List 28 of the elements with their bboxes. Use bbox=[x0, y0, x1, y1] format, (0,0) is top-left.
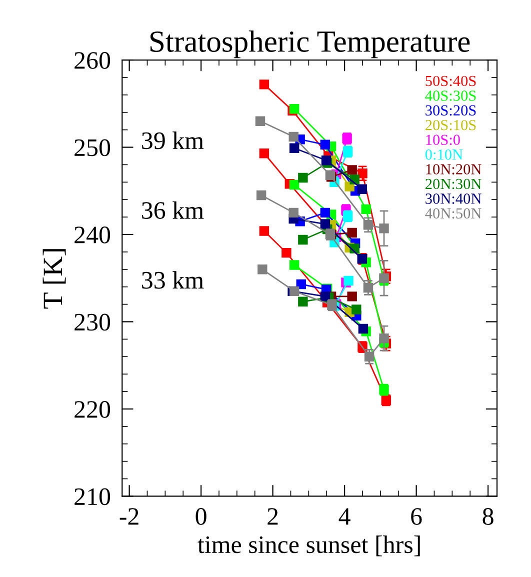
x-tick-label: 2 bbox=[268, 508, 278, 525]
y-tick-label: 230 bbox=[74, 314, 110, 331]
x-axis-title: time since sunset [hrs] bbox=[198, 536, 420, 556]
text: 20S:10S bbox=[426, 120, 476, 130]
text: 30S:20S bbox=[426, 105, 476, 116]
text: 30N:40N bbox=[426, 194, 482, 204]
annotation: 33 km bbox=[142, 271, 204, 289]
text: 10S:0 bbox=[426, 134, 460, 146]
annotation: 36 km bbox=[142, 201, 204, 219]
y-tick-label: 250 bbox=[74, 139, 110, 156]
text: 40N:50N bbox=[425, 208, 482, 219]
chart-title: Stratospheric Temperature bbox=[150, 30, 470, 58]
y-tick-label: 240 bbox=[74, 226, 110, 244]
x-tick-label: 8 bbox=[482, 508, 494, 525]
x-tick-label: -2 bbox=[120, 508, 138, 525]
y-tick-label: 220 bbox=[74, 401, 110, 418]
x-tick-label: 4 bbox=[338, 508, 350, 525]
x-tick-label: 0 bbox=[196, 508, 206, 525]
y-tick-label: 260 bbox=[74, 52, 110, 69]
y-tick-label: 210 bbox=[74, 488, 110, 506]
y-axis-title: T [K] bbox=[42, 249, 66, 309]
text: 0:10N bbox=[425, 149, 463, 160]
text: 50S:40S bbox=[426, 76, 476, 86]
text: 20N:30N bbox=[426, 178, 482, 190]
text: 40S:30S bbox=[425, 90, 476, 101]
text: 10N:20N bbox=[426, 164, 482, 174]
annotation: 39 km bbox=[142, 132, 204, 150]
x-tick-label: 6 bbox=[411, 508, 422, 525]
